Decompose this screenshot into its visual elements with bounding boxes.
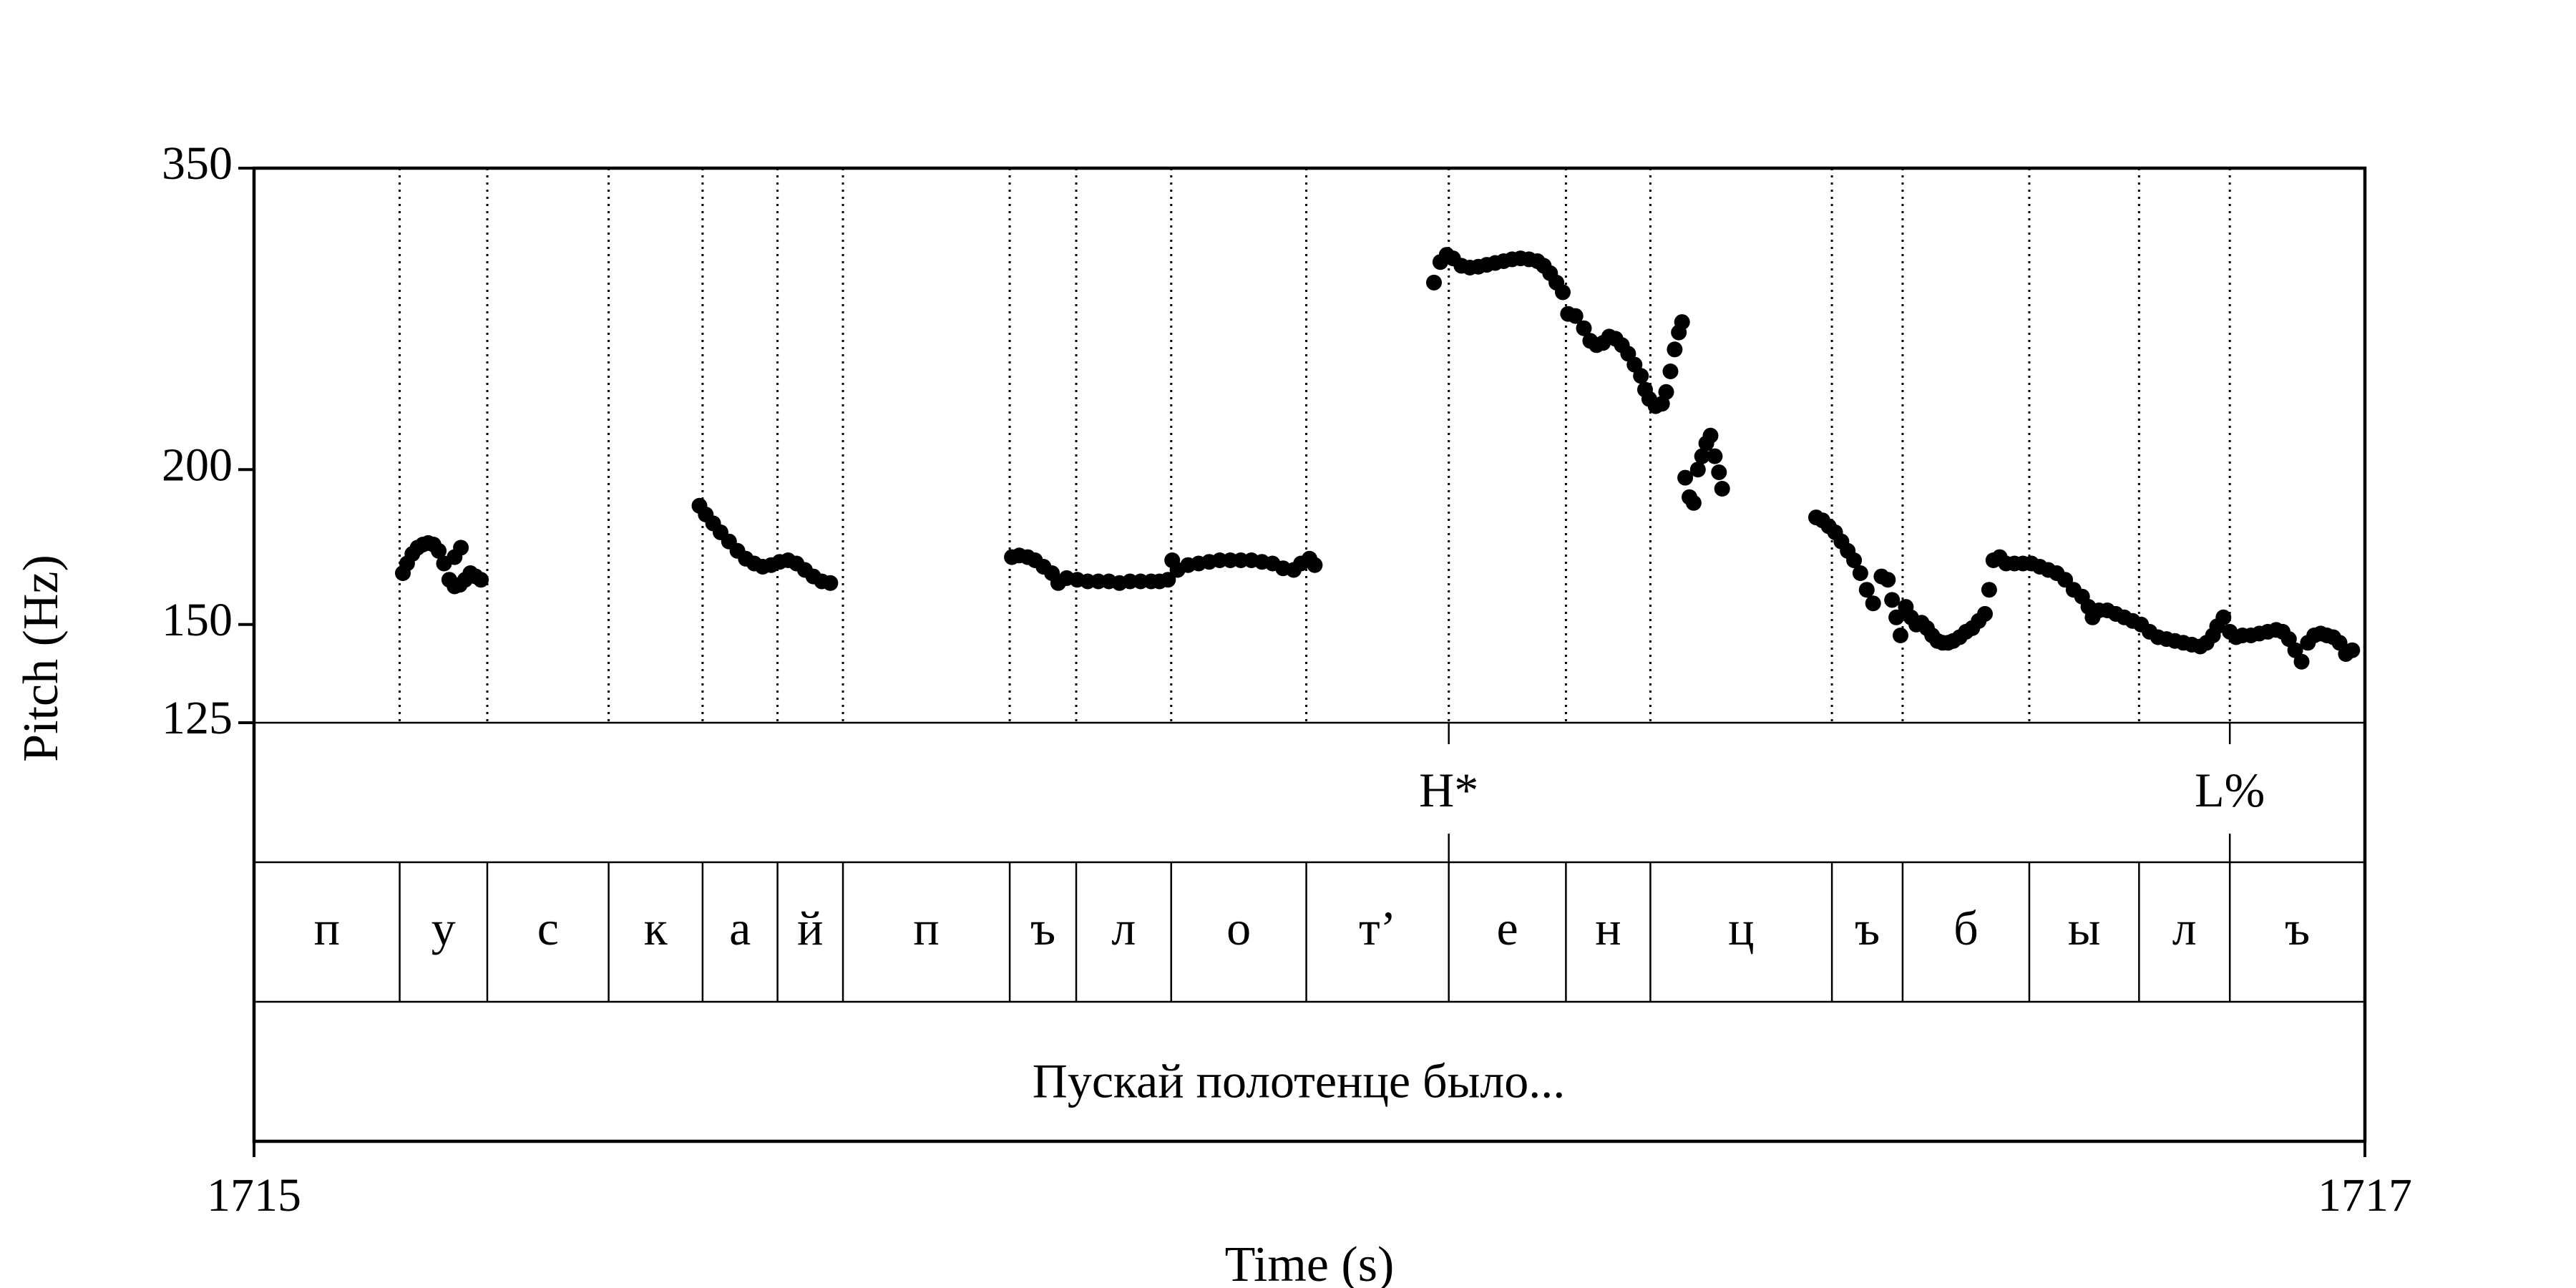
- pitch-point: [1858, 582, 1875, 598]
- pitch-point: [1576, 320, 1592, 336]
- y-axis: 125 150 200 350: [162, 137, 254, 744]
- segment-label: п: [314, 901, 340, 955]
- pitch-point: [822, 575, 839, 591]
- segment-label: к: [644, 901, 668, 955]
- segment-label: л: [2172, 901, 2197, 955]
- pitch-point: [2293, 653, 2310, 670]
- pitch-point: [1658, 384, 1674, 400]
- pitch-point: [1846, 552, 1863, 568]
- pitch-point: [1567, 308, 1584, 324]
- segment-label: о: [1226, 901, 1251, 955]
- pitch-point: [1702, 427, 1719, 444]
- segment-label: н: [1595, 901, 1621, 955]
- segment-tier: п у с к а й п ъ л о т’ е н ц ъ б ы л ъ: [314, 901, 2311, 955]
- pitch-point: [1707, 448, 1723, 464]
- pitch-point: [1685, 494, 1702, 511]
- y-tick-label: 200: [162, 439, 233, 491]
- segment-label: б: [1953, 901, 1979, 955]
- pitch-point: [1555, 284, 1571, 301]
- pitch-point: [1981, 582, 1997, 598]
- segment-label: с: [537, 901, 559, 955]
- segment-label: у: [431, 901, 456, 955]
- pitch-point: [1160, 572, 1176, 588]
- pitch-points: [395, 247, 2361, 670]
- segment-label: т’: [1359, 901, 1396, 955]
- segment-label: а: [729, 901, 751, 955]
- pitch-point: [1677, 469, 1694, 486]
- pitch-point: [1852, 565, 1868, 581]
- y-axis-title: Pitch (Hz): [14, 555, 69, 762]
- x-axis-title: Time (s): [1225, 1237, 1395, 1288]
- pitch-point: [2344, 642, 2361, 658]
- pitch-point: [1633, 368, 1649, 384]
- pitch-point: [431, 542, 447, 559]
- pitch-point: [1426, 274, 1442, 291]
- tone-label: L%: [2195, 763, 2265, 817]
- pitch-point: [1694, 448, 1710, 464]
- segment-label: ц: [1728, 901, 1754, 955]
- segment-label: ъ: [1855, 901, 1880, 955]
- pitch-point: [1711, 464, 1727, 480]
- pitch-point: [1884, 592, 1901, 608]
- y-tick-label: 150: [162, 594, 233, 646]
- tone-tier: H* L%: [1419, 723, 2265, 862]
- pitch-point: [1307, 557, 1323, 573]
- segment-label: п: [913, 901, 939, 955]
- pitch-point: [1674, 314, 1690, 331]
- pitch-point: [473, 572, 489, 588]
- x-axis: 1715 1717: [207, 1141, 2412, 1221]
- plot-frame: [252, 166, 2367, 1143]
- y-tick-label: 350: [162, 137, 233, 190]
- pitch-point: [1667, 341, 1683, 358]
- segment-label: й: [797, 901, 823, 955]
- pitch-point: [1865, 595, 1881, 612]
- x-tick-label: 1715: [207, 1169, 301, 1221]
- segment-label: л: [1111, 901, 1136, 955]
- segment-label: ъ: [2285, 901, 2310, 955]
- pitch-point: [1714, 481, 1730, 497]
- pitch-point: [1977, 605, 1993, 622]
- segment-label: е: [1496, 901, 1518, 955]
- pitch-point: [1689, 462, 1706, 478]
- pitch-point: [1893, 628, 1908, 643]
- pitch-point: [1880, 572, 1896, 588]
- pitch-point: [1662, 364, 1679, 379]
- pitch-point: [1888, 609, 1905, 625]
- tone-label: H*: [1419, 763, 1478, 817]
- segment-label: ы: [2068, 901, 2101, 955]
- segment-boundaries: [399, 168, 2231, 1002]
- pitch-point: [447, 549, 463, 565]
- x-tick-label: 1717: [2318, 1169, 2412, 1221]
- pitch-point: [2287, 642, 2303, 658]
- pitch-point: [2215, 609, 2232, 625]
- segment-label: ъ: [1030, 901, 1055, 955]
- y-tick-label: 125: [162, 692, 233, 744]
- sentence-label: Пускай полотенце было...: [1033, 1054, 1565, 1108]
